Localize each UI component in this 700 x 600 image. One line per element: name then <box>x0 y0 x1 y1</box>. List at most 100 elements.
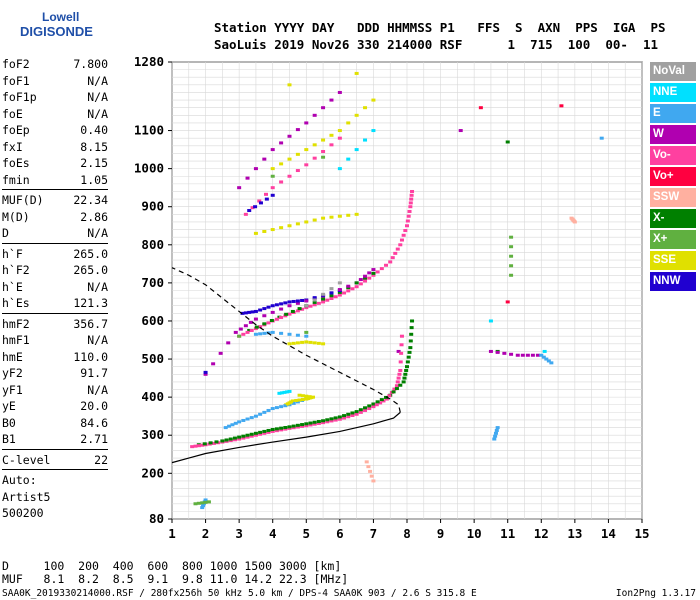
param-separator <box>2 189 108 190</box>
echo-point <box>530 353 535 357</box>
echo-point <box>270 148 275 152</box>
scaled-parameters-panel: foF2 7.800 foF1 N/A foF1p N/A foE N/A foEp 0.40 fx… <box>2 56 108 522</box>
echo-point <box>262 157 267 161</box>
echo-point <box>270 407 275 411</box>
echo-point <box>378 401 383 405</box>
echo-point <box>316 421 321 425</box>
echo-point <box>258 201 263 205</box>
echo-point <box>249 432 254 436</box>
echo-point <box>279 405 284 409</box>
param-name: fxI <box>2 139 23 154</box>
echo-point <box>354 285 359 289</box>
param-row: hmF1 N/A <box>2 332 108 349</box>
echo-point <box>559 104 564 108</box>
echo-point <box>409 326 414 330</box>
echo-point <box>368 469 373 473</box>
echo-point <box>509 245 514 249</box>
param-name: foF2 <box>2 57 30 71</box>
echo-point <box>287 300 292 304</box>
echo-point <box>493 431 498 435</box>
echo-point <box>399 238 404 242</box>
echo-point <box>291 341 296 345</box>
echo-point <box>371 271 376 275</box>
echo-point <box>544 357 549 361</box>
echo-point <box>366 465 371 469</box>
param-value: 91.7 <box>80 366 108 380</box>
echo-point <box>282 390 287 394</box>
legend-w: W <box>650 125 696 144</box>
echo-point <box>307 395 312 399</box>
echo-point <box>214 440 219 444</box>
auto-line1: Auto: <box>2 473 37 487</box>
echo-point <box>405 360 410 364</box>
echo-point <box>321 297 326 301</box>
echo-point <box>295 425 300 429</box>
echo-point <box>367 271 372 275</box>
echo-point <box>458 129 463 133</box>
echo-point <box>258 308 263 312</box>
param-name: hmF1 <box>2 333 30 347</box>
echo-point <box>312 303 317 307</box>
legend-x: X+ <box>650 230 696 249</box>
echo-point <box>283 404 288 408</box>
echo-point <box>401 380 406 384</box>
echo-point <box>399 343 404 347</box>
dtable-row1: D 100 200 400 600 800 1000 1500 3000 [km… <box>2 559 342 573</box>
echo-point <box>478 106 483 110</box>
param-value: 0.40 <box>80 123 108 137</box>
echo-point <box>258 325 263 329</box>
echo-point <box>287 224 292 228</box>
param-separator <box>2 469 108 470</box>
echo-point <box>253 431 258 435</box>
echo-point <box>346 157 351 161</box>
echo-point <box>354 410 359 414</box>
echo-point <box>279 331 284 335</box>
legend-nne: NNE <box>650 83 696 102</box>
echo-point <box>283 301 288 305</box>
echo-point <box>398 360 403 364</box>
echo-point <box>284 312 289 316</box>
legend-sse: SSE <box>650 251 696 270</box>
echo-point <box>321 342 326 346</box>
echo-point <box>262 229 267 233</box>
echo-point <box>384 263 389 267</box>
echo-point <box>408 201 413 205</box>
echo-point <box>397 372 402 376</box>
echo-point <box>308 421 313 425</box>
echo-point <box>364 460 369 464</box>
echo-point <box>211 441 216 445</box>
echo-point <box>525 353 530 357</box>
echo-point <box>549 361 554 365</box>
echo-point <box>367 404 372 408</box>
echo-point <box>258 430 263 434</box>
param-name: h`F <box>2 246 23 261</box>
lowell-digisonde-logo: Lowell DIGISONDE <box>6 6 126 48</box>
echo-point <box>241 332 246 336</box>
echo-point <box>287 134 292 138</box>
x-tick-label: 12 <box>534 526 549 541</box>
echo-point <box>316 420 321 424</box>
echo-point <box>406 355 411 359</box>
echo-point <box>283 427 288 431</box>
echo-point <box>337 136 342 140</box>
echo-point <box>379 267 384 271</box>
echo-point <box>333 295 338 299</box>
echo-point <box>350 411 355 415</box>
legend-e: E <box>650 104 696 123</box>
echo-point <box>316 341 321 345</box>
echo-point <box>337 214 342 218</box>
param-row: foF1p N/A <box>2 89 108 106</box>
echo-point <box>262 429 267 433</box>
x-tick-label: 14 <box>601 526 616 541</box>
echo-point <box>304 121 309 125</box>
param-row: hmE 110.0 <box>2 349 108 366</box>
param-value: 121.3 <box>73 296 108 310</box>
echo-point <box>363 106 368 110</box>
echo-point <box>374 403 379 407</box>
echo-point <box>291 424 296 428</box>
echo-point <box>295 152 300 156</box>
echo-point <box>190 445 195 449</box>
echo-point <box>304 330 309 334</box>
param-row: B0 84.6 <box>2 415 108 432</box>
echo-point <box>287 342 292 346</box>
